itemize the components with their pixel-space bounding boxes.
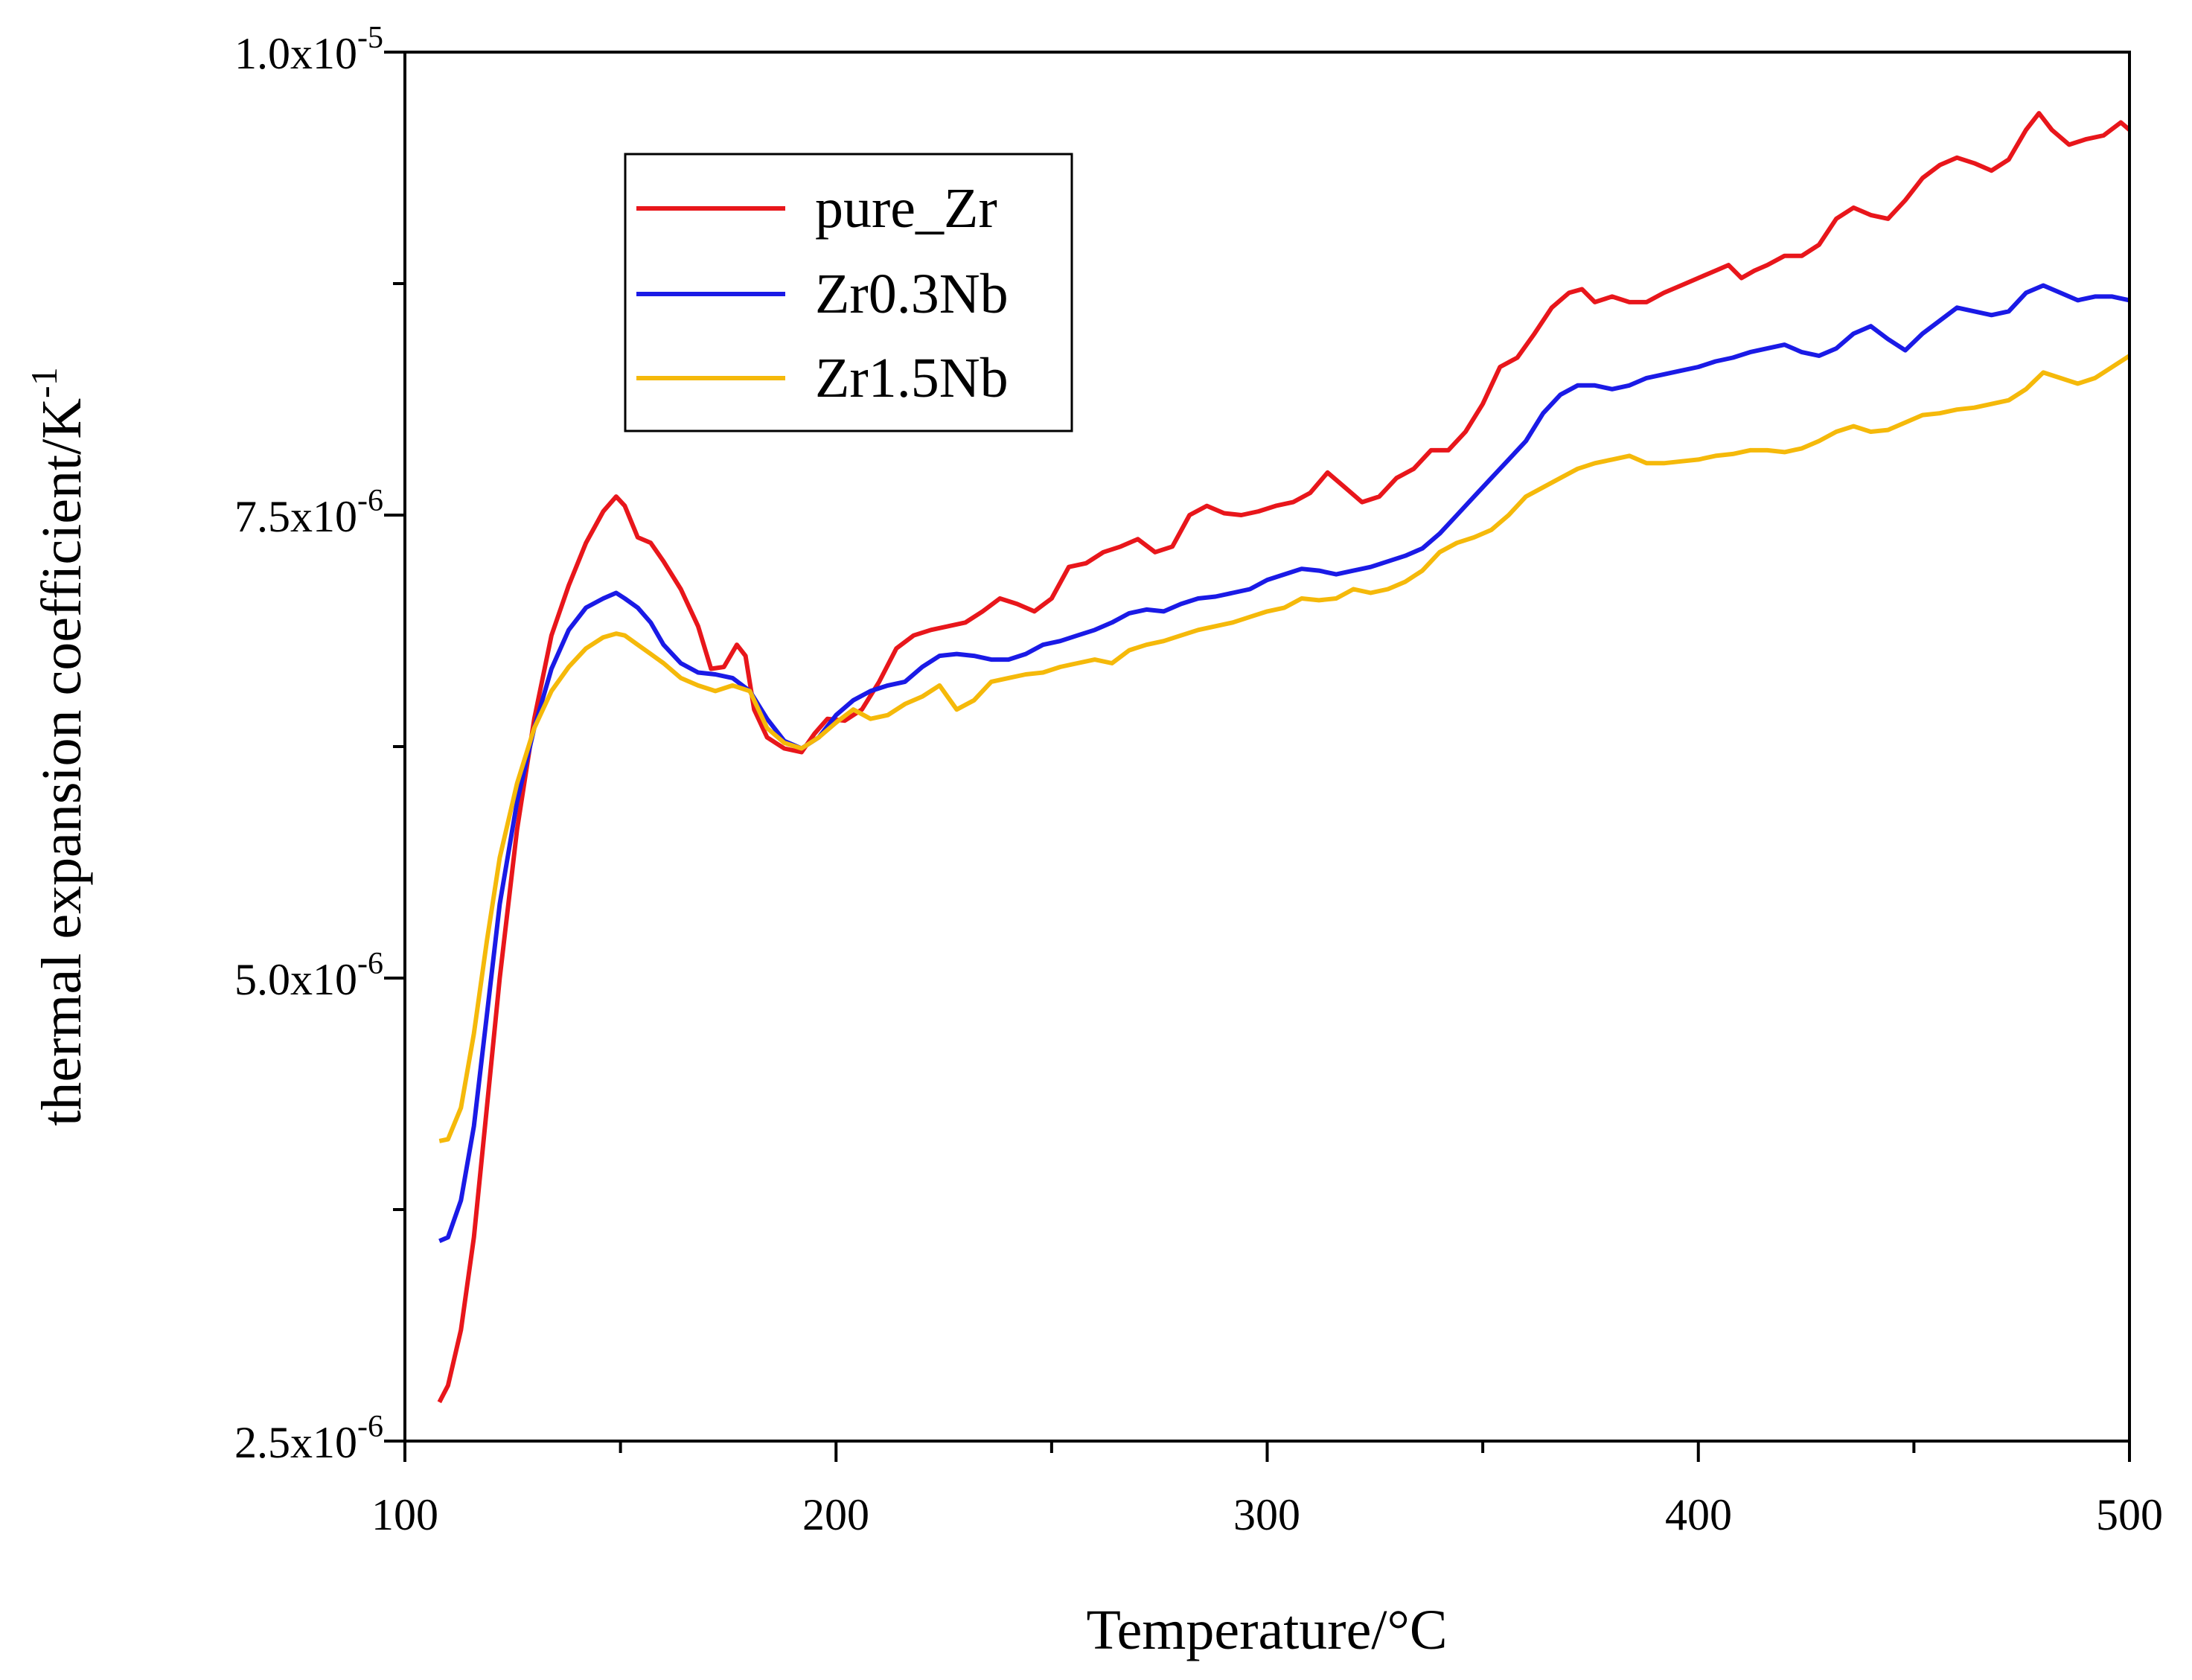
y-ticks (384, 51, 405, 1443)
series-line-zr1-5nb (438, 354, 2129, 1143)
x-tick-label: 500 (2096, 1490, 2163, 1539)
x-tick-label: 400 (1665, 1490, 1732, 1539)
y-tick-labels: 2.5x10-6 5.0x10-6 7.5x10-6 1.0x10-5 (234, 21, 383, 1467)
series-line-pure-zr (437, 111, 2129, 1404)
y-axis-title: thermal expansion coefficient/K-1 (23, 367, 93, 1125)
x-tick-label: 100 (371, 1490, 438, 1539)
legend-label-zr1-5nb: Zr1.5Nb (815, 347, 1009, 409)
legend: pure_Zr Zr0.3Nb Zr1.5Nb (624, 153, 1073, 432)
x-tick-label: 300 (1233, 1490, 1300, 1539)
x-axis-title: Temperature/°C (1086, 1599, 1447, 1661)
x-tick-label: 200 (802, 1490, 869, 1539)
y-tick-label: 1.0x10-5 (234, 21, 383, 78)
y-tick-label: 7.5x10-6 (234, 484, 383, 541)
legend-label-zr0-3nb: Zr0.3Nb (815, 263, 1009, 325)
x-tick-labels: 100 200 300 400 500 (371, 1490, 2163, 1539)
y-tick-label: 2.5x10-6 (234, 1410, 383, 1467)
series-line-zr0-3nb (438, 283, 2129, 1244)
x-ticks (403, 1441, 2131, 1462)
legend-label-pure-zr: pure_Zr (815, 177, 997, 240)
y-tick-label: 5.0x10-6 (234, 947, 383, 1004)
series-group (437, 111, 2129, 1404)
